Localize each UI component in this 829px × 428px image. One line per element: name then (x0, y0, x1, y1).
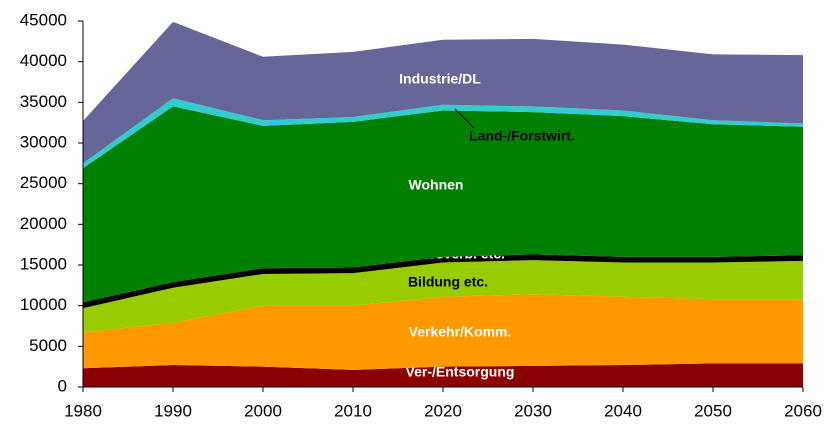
series-label: Industrie/DL (399, 71, 481, 87)
area (83, 106, 803, 303)
series-label: Verkehr/Komm. (409, 324, 512, 340)
x-tick-label: 2010 (334, 401, 372, 420)
y-tick-label: 20000 (20, 214, 67, 233)
area (83, 294, 803, 370)
series-label: Bildung etc. (408, 274, 488, 290)
series-label: Land-/Forstwirt. (469, 128, 575, 144)
y-tick-label: 35000 (20, 92, 67, 111)
x-tick-label: 2030 (514, 401, 552, 420)
y-tick-label: 15000 (20, 254, 67, 273)
area (83, 98, 803, 169)
x-tick-label: 1980 (64, 401, 102, 420)
y-tick-label: 30000 (20, 132, 67, 151)
series-label: Ver-/Entsorgung (406, 364, 515, 380)
area (83, 260, 803, 333)
area (83, 21, 803, 164)
y-tick-label: 10000 (20, 295, 67, 314)
y-tick-label: 40000 (20, 51, 67, 70)
x-tick-label: 2020 (424, 401, 462, 420)
x-tick-label: 2050 (694, 401, 732, 420)
x-tick-label: 2040 (604, 401, 642, 420)
area (83, 254, 803, 309)
leader-line (454, 108, 475, 129)
y-tick-label: 45000 (20, 10, 67, 29)
area (83, 363, 803, 387)
series-label: Wohnen (409, 177, 464, 193)
x-tick-label: 1990 (154, 401, 192, 420)
y-tick-label: 0 (58, 376, 67, 395)
x-tick-label: 2000 (244, 401, 282, 420)
y-tick-label: 25000 (20, 173, 67, 192)
x-tick-label: 2060 (784, 401, 822, 420)
y-tick-label: 5000 (29, 336, 67, 355)
